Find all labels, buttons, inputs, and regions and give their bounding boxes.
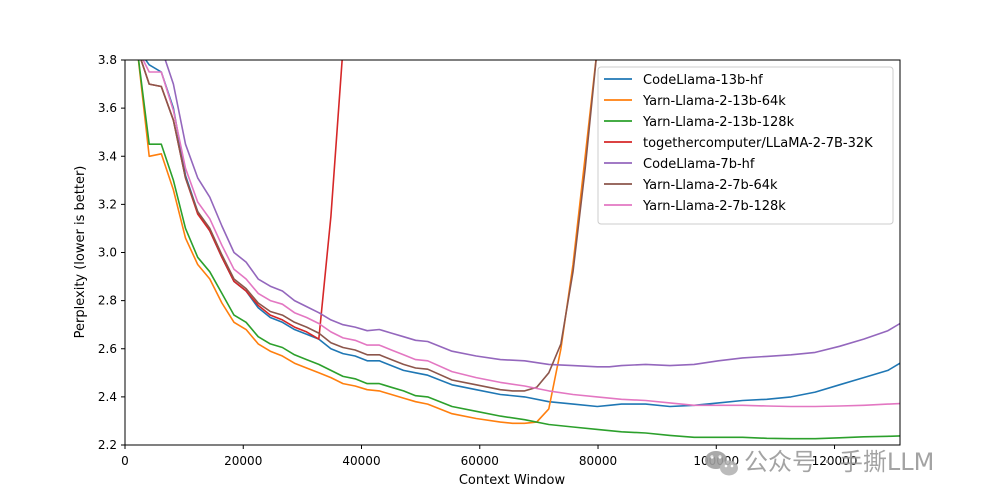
y-tick-label: 3.4 <box>98 149 117 163</box>
series-line-6 <box>140 60 597 392</box>
legend-label: togethercomputer/LLaMA-2-7B-32K <box>643 136 873 151</box>
legend-label: CodeLlama-7b-hf <box>643 157 755 172</box>
series-line-7 <box>142 60 900 408</box>
y-axis-label: Perplexity (lower is better) <box>73 166 88 339</box>
series-line-3 <box>137 60 900 440</box>
y-tick-label: 3.2 <box>98 197 117 211</box>
y-tick-label: 3.0 <box>98 246 117 260</box>
series-line-2 <box>137 60 597 425</box>
y-tick-label: 3.6 <box>98 101 117 115</box>
watermark: 公众号 · 手撕LLM <box>705 448 934 476</box>
y-axis: 2.2 2.4 2.6 2.8 3.0 3.2 3.4 3.6 3.8 <box>98 53 125 452</box>
series-line-5 <box>164 60 900 368</box>
x-tick-label: 20000 <box>224 454 262 468</box>
x-tick-label: 0 <box>121 454 129 468</box>
legend-label: Yarn-Llama-2-13b-128k <box>642 115 795 130</box>
series-layer <box>137 60 900 440</box>
legend-box <box>597 66 894 225</box>
legend: CodeLlama-13b-hf Yarn-Llama-2-13b-64k Yarn… <box>597 66 894 225</box>
watermark-text: 公众号 · 手撕LLM <box>744 448 934 476</box>
x-tick-label: 60000 <box>461 454 499 468</box>
legend-label: Yarn-Llama-2-13b-64k <box>642 94 786 109</box>
y-tick-label: 2.8 <box>98 294 117 308</box>
y-tick-label: 2.4 <box>98 390 117 404</box>
wechat-icon <box>705 451 738 476</box>
x-tick-label: 80000 <box>579 454 617 468</box>
x-tick-label: 120000 <box>812 454 858 468</box>
y-tick-label: 3.8 <box>98 53 117 67</box>
legend-label: CodeLlama-13b-hf <box>643 73 763 88</box>
legend-label: Yarn-Llama-2-7b-64k <box>642 178 778 193</box>
x-tick-label: 40000 <box>342 454 380 468</box>
x-axis-label: Context Window <box>459 473 566 488</box>
y-tick-label: 2.6 <box>98 342 117 356</box>
y-tick-label: 2.2 <box>98 438 117 452</box>
legend-label: Yarn-Llama-2-7b-128k <box>642 199 786 214</box>
